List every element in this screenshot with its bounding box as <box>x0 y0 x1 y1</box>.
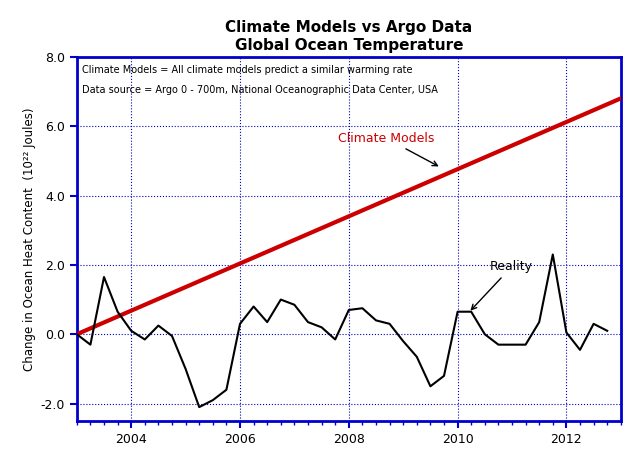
Text: Climate Models = All climate models predict a similar warming rate: Climate Models = All climate models pred… <box>82 65 413 75</box>
Text: Reality: Reality <box>472 260 533 310</box>
Title: Climate Models vs Argo Data
Global Ocean Temperature: Climate Models vs Argo Data Global Ocean… <box>225 20 472 53</box>
Y-axis label: Change in Ocean Heat Content  (10²² Joules): Change in Ocean Heat Content (10²² Joule… <box>24 107 36 371</box>
Text: Data source = Argo 0 - 700m, National Oceanographic Data Center, USA: Data source = Argo 0 - 700m, National Oc… <box>82 85 438 95</box>
Text: Climate Models: Climate Models <box>338 132 438 166</box>
